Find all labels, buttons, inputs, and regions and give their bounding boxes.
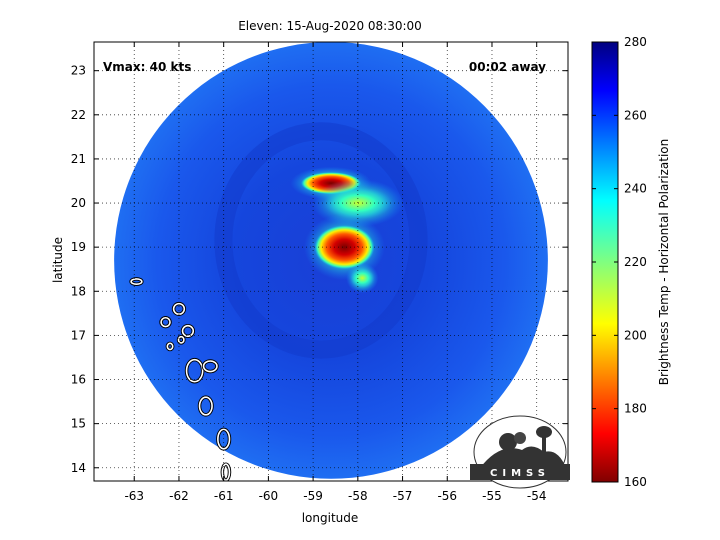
y-tick-label: 16 <box>71 373 86 387</box>
colorbar-tick-label: 220 <box>624 255 647 269</box>
x-tick-label: -57 <box>393 489 413 503</box>
colorbar-tick-label: 280 <box>624 35 647 49</box>
time-offset-annotation: 00:02 away <box>469 60 546 74</box>
logo-text: CIMSS <box>490 468 550 479</box>
y-tick-label: 22 <box>71 108 86 122</box>
plot-clip-group <box>94 42 568 481</box>
x-tick-label: -55 <box>482 489 502 503</box>
y-axis-label: latitude <box>51 237 65 283</box>
y-tick-label: 20 <box>71 196 86 210</box>
cimss-logo: CIMSS <box>470 415 570 489</box>
y-tick-label: 21 <box>71 152 86 166</box>
chart-title: Eleven: 15-Aug-2020 08:30:00 <box>238 19 422 33</box>
swath-swirl <box>214 122 428 359</box>
x-tick-label: -56 <box>437 489 457 503</box>
y-tick-label: 19 <box>71 240 86 254</box>
island-outline-11 <box>221 463 231 481</box>
island-outline-8 <box>202 360 218 373</box>
x-tick-label: -60 <box>259 489 279 503</box>
colorbar-tick-label: 240 <box>624 182 647 196</box>
colorbar-tick-label: 160 <box>624 475 647 489</box>
colorbar: 280 260 240 220 200 180 160 Brightness Temp - … <box>591 35 671 489</box>
plot-frame <box>93 41 569 482</box>
island-outline-7 <box>185 358 204 383</box>
x-axis-label: longitude <box>302 511 359 525</box>
y-tick-label: 14 <box>71 461 86 475</box>
y-tick-label: 15 <box>71 417 86 431</box>
y-tick-label: 23 <box>71 64 86 78</box>
colorbar-label: Brightness Temp - Horizontal Polarizatio… <box>657 139 671 386</box>
y-tick-label: 18 <box>71 284 86 298</box>
colorbar-ticks: 280 260 240 220 200 180 160 <box>592 35 647 489</box>
colorbar-gradient <box>591 41 619 483</box>
cold-feature-3 <box>323 187 392 220</box>
x-tick-label: -62 <box>169 489 189 503</box>
island-outline-6 <box>177 335 185 344</box>
plot-area: -63 -62 -61 -60 -59 -58 -57 -56 -55 -54 14 15 16 17 18… <box>71 41 569 503</box>
cold-feature-4 <box>350 268 375 289</box>
island-outline-3 <box>160 316 171 328</box>
colorbar-tick-label: 180 <box>624 402 647 416</box>
island-outline-5 <box>166 342 174 351</box>
island-outline-9 <box>198 396 213 416</box>
x-tick-label: -59 <box>303 489 323 503</box>
island-outline-4 <box>181 324 195 338</box>
vmax-annotation: Vmax: 40 kts <box>103 60 191 74</box>
x-tick-label: -54 <box>527 489 547 503</box>
colorbar-tick-label: 260 <box>624 108 647 122</box>
x-tick-label: -61 <box>214 489 234 503</box>
x-tick-label: -58 <box>348 489 368 503</box>
island-outline-10 <box>217 428 231 450</box>
colorbar-tick-label: 200 <box>624 328 647 342</box>
x-tick-label: -63 <box>124 489 144 503</box>
cold-feature-2 <box>314 225 375 270</box>
y-tick-label: 17 <box>71 328 86 342</box>
island-outline-1 <box>130 278 143 286</box>
annotations: Vmax: 40 kts 00:02 away <box>103 60 546 74</box>
